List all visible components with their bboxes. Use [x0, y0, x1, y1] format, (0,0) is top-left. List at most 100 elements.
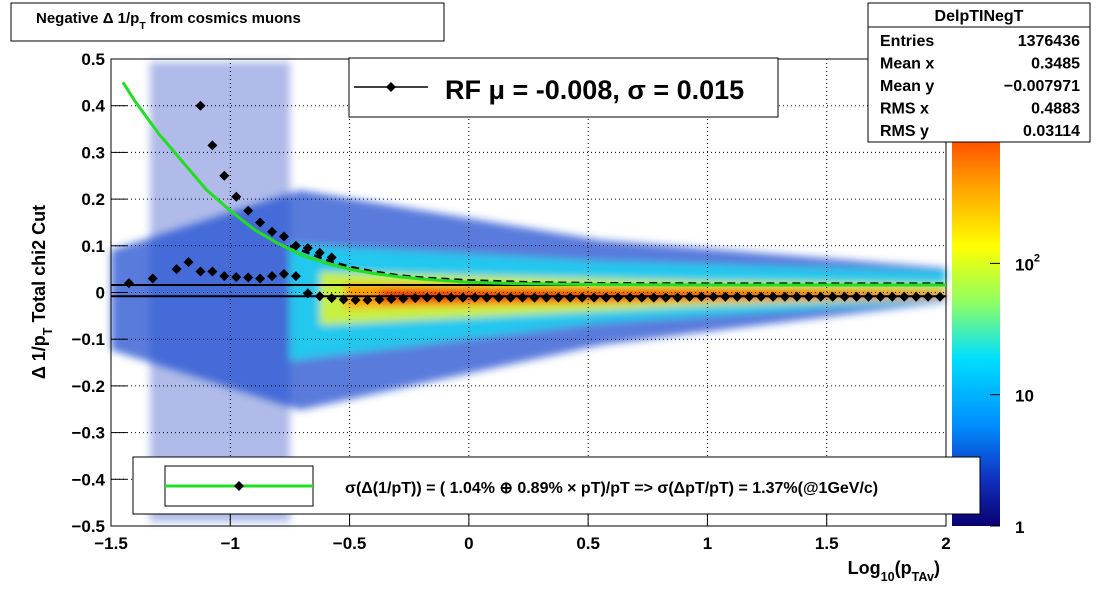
x-tick-label: 0: [464, 534, 473, 553]
profile-point: [887, 291, 898, 302]
profile-point: [851, 291, 862, 302]
profile-point: [589, 292, 600, 303]
profile-point: [720, 291, 731, 302]
label-part: Log: [848, 558, 881, 578]
stats-label: RMS y: [880, 123, 929, 140]
label-part: Total chi2 Cut: [29, 205, 49, 328]
profile-point: [636, 292, 647, 303]
profile-point: [422, 292, 433, 303]
y-axis-label: Δ 1/pT Total chi2 Cut: [29, 205, 55, 379]
profile-point: [672, 292, 683, 303]
profile-point: [696, 291, 707, 302]
stats-label: RMS x: [880, 101, 929, 118]
legend-sample-marker: [386, 82, 396, 92]
profile-point: [243, 272, 254, 283]
profile-point: [398, 293, 409, 304]
profile-point: [219, 271, 230, 282]
profile-point: [195, 266, 206, 277]
profile-point: [278, 268, 289, 279]
profile-point: [362, 294, 373, 305]
profile-point: [195, 100, 206, 111]
label-part: (p: [895, 558, 912, 578]
legend-text: σ(Δ(1/pT)) = ( 1.04% ⊕ 0.89% × pT)/pT =>…: [345, 480, 878, 497]
profile-point: [768, 291, 779, 302]
profile-point: [624, 292, 635, 303]
x-tick-label: 2: [941, 534, 950, 553]
x-tick-label: 1: [703, 534, 712, 553]
profile-point: [815, 291, 826, 302]
z-tick-label: 102: [1015, 252, 1040, 274]
profile-point: [350, 294, 361, 305]
y-tick-label: −0.1: [71, 330, 105, 349]
y-tick-label: 0.3: [81, 143, 105, 162]
profile-point: [935, 291, 946, 302]
profile-point: [923, 291, 934, 302]
profile-point: [505, 292, 516, 303]
profile-point: [314, 291, 325, 302]
profile-point: [648, 292, 659, 303]
profile-point: [219, 170, 230, 181]
stats-label: Entries: [880, 33, 934, 50]
subscript: T: [41, 327, 55, 335]
profile-point: [541, 292, 552, 303]
y-tick-label: 0.4: [81, 97, 105, 116]
profile-point: [553, 292, 564, 303]
profile-point: [779, 291, 790, 302]
profile-point: [660, 292, 671, 303]
stats-title: DelpTINegT: [935, 8, 1024, 25]
x-tick-label: −0.5: [333, 534, 367, 553]
profile-point: [267, 271, 278, 282]
profile-point: [183, 257, 194, 268]
y-tick-label: 0.5: [81, 50, 105, 69]
stats-value: 0.4883: [1031, 101, 1080, 118]
profile-point: [255, 217, 266, 228]
y-tick-label: 0.2: [81, 190, 105, 209]
profile-point: [839, 291, 850, 302]
profile-point: [612, 292, 623, 303]
stats-value: 1376436: [1018, 33, 1080, 50]
x-tick-label: 0.5: [576, 534, 600, 553]
z-tick-exponent: 2: [1034, 252, 1040, 264]
stats-value: 0.03114: [1023, 123, 1080, 140]
profile-point: [517, 292, 528, 303]
profile-point: [231, 272, 242, 283]
profile-point: [577, 292, 588, 303]
profile-point: [863, 291, 874, 302]
profile-point: [302, 288, 313, 299]
profile-point: [445, 292, 456, 303]
profile-point: [147, 273, 158, 284]
profile-point: [875, 291, 886, 302]
label-part: Δ 1/p: [29, 335, 49, 379]
y-tick-label: −0.2: [71, 377, 105, 396]
profile-point: [207, 266, 218, 277]
profile-point: [338, 294, 349, 305]
profile-point: [481, 292, 492, 303]
profile-point: [410, 293, 421, 304]
y-tick-label: 0: [96, 284, 105, 303]
profile-point: [708, 291, 719, 302]
legend-text: RF μ = -0.008, σ = 0.015: [445, 75, 744, 105]
profile-point: [243, 205, 254, 216]
profile-point: [756, 291, 767, 302]
profile-point: [290, 271, 301, 282]
stats-value: −0.007971: [1004, 78, 1080, 95]
profile-point: [255, 273, 266, 284]
profile-point: [434, 292, 445, 303]
profile-point: [684, 291, 695, 302]
profile-point: [278, 231, 289, 242]
x-tick-label: −1: [221, 534, 240, 553]
profile-point: [386, 294, 397, 305]
profile-point: [601, 292, 612, 303]
z-tick-label: 10: [1015, 387, 1034, 406]
x-tick-label: 1.5: [815, 534, 839, 553]
label-part: ): [934, 558, 940, 578]
profile-point: [207, 140, 218, 151]
profile-point: [827, 291, 838, 302]
profile-point: [899, 291, 910, 302]
profile-point: [326, 293, 337, 304]
profile-point: [457, 292, 468, 303]
title-box: [10, 2, 445, 42]
label-part: from cosmics muons: [146, 10, 301, 27]
stats-value: 0.3485: [1031, 56, 1080, 73]
